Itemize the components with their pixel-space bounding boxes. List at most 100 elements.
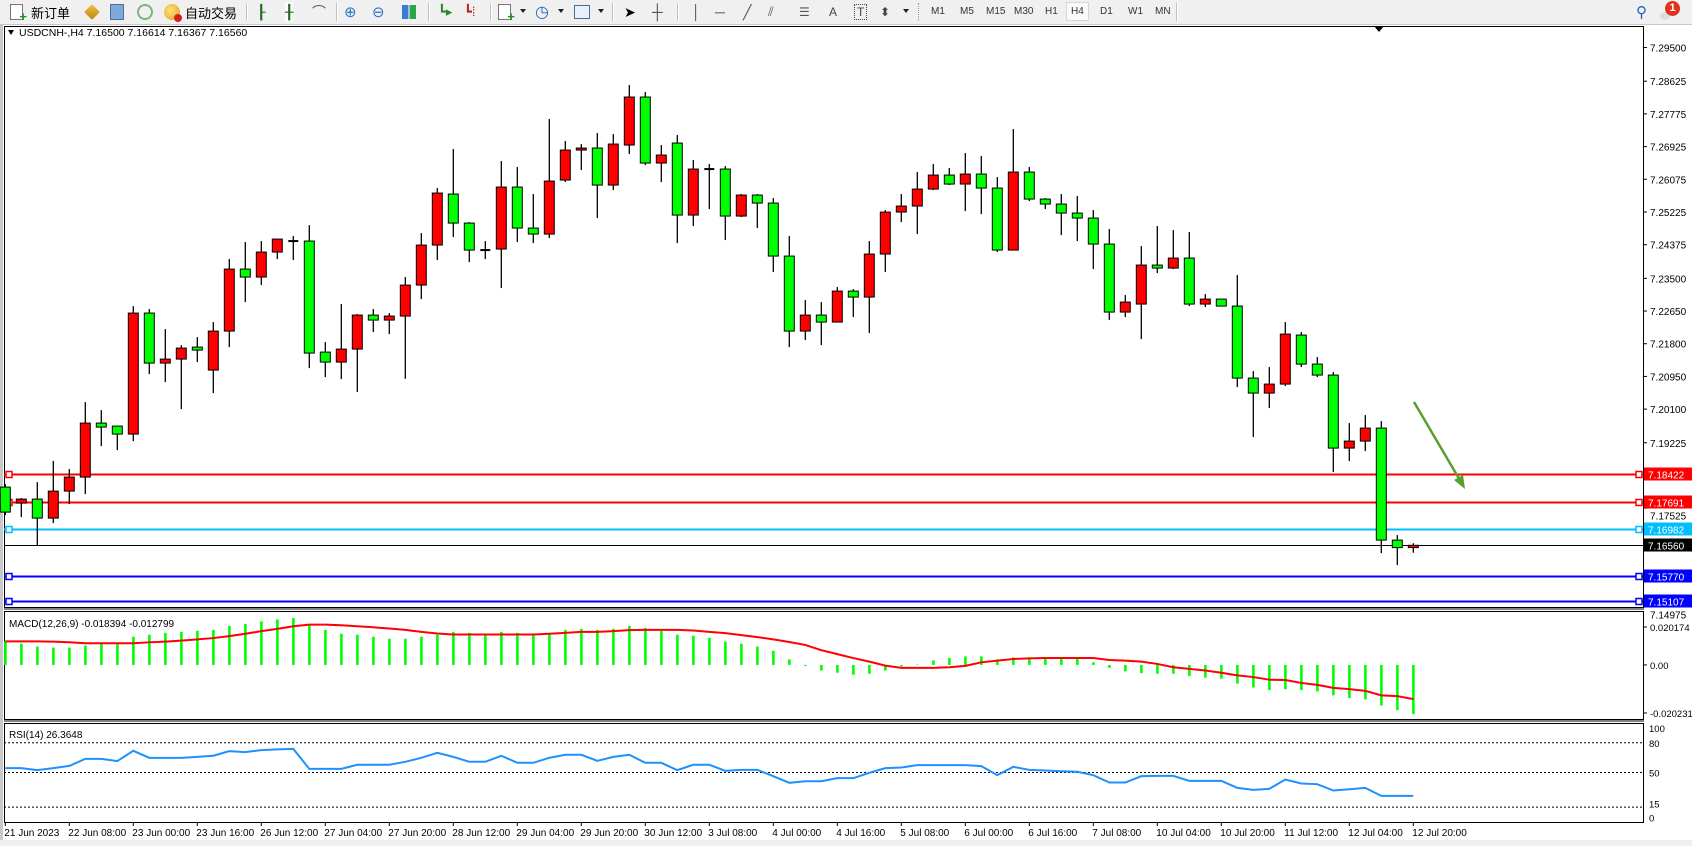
chart-shift-icon: ┗⁞ <box>464 4 476 19</box>
macd-histogram-bar <box>292 618 295 665</box>
macd-histogram-bar <box>964 656 967 665</box>
equidistant-channel-button[interactable]: ⫽ <box>768 2 774 22</box>
fibonacci-icon: ☰ <box>799 5 810 19</box>
macd-histogram-bar <box>1156 664 1159 674</box>
chart-window[interactable]: 7.29500 7.28625 7.27775 7.26925 7.26075 7.252… <box>0 25 1692 846</box>
candle-body <box>1375 427 1387 541</box>
macd-histogram-bar <box>612 628 615 665</box>
timeframe-m1[interactable]: M1 <box>931 6 945 17</box>
level-handle[interactable] <box>1635 525 1643 534</box>
level-handle[interactable] <box>5 597 13 606</box>
price-level-tag-label: 7.16982 <box>1648 526 1685 537</box>
trendline-button[interactable]: ╱ <box>743 2 751 22</box>
timeframe-w1[interactable]: W1 <box>1128 6 1143 17</box>
level-handle[interactable] <box>1635 498 1643 507</box>
candle-body <box>735 194 747 217</box>
date-tick-label: 22 Jun 08:00 <box>68 828 126 839</box>
tile-windows-button[interactable] <box>402 2 416 22</box>
candle <box>1007 129 1019 251</box>
text-button[interactable]: A <box>829 2 837 22</box>
data-window-button[interactable] <box>110 2 124 22</box>
level-handle[interactable] <box>5 470 13 479</box>
chart-shift-button[interactable]: ┗⁞ <box>464 2 475 22</box>
macd-histogram-bar <box>756 646 759 665</box>
date-tick-label: 6 Jul 00:00 <box>964 828 1013 839</box>
candle-body <box>1327 374 1339 449</box>
candle <box>447 149 459 238</box>
rsi-tick-label: 0 <box>1649 814 1654 825</box>
chart-menu-triangle-icon[interactable] <box>8 30 14 35</box>
date-tick-label: 10 Jul 04:00 <box>1156 828 1211 839</box>
vertical-line-button[interactable]: │ <box>692 2 701 22</box>
zoom-in-button[interactable]: ⊕ <box>344 2 357 22</box>
crosshair-button[interactable]: ┼ <box>652 2 663 22</box>
timeframe-m30[interactable]: M30 <box>1014 6 1034 17</box>
date-tick-label: 12 Jul 04:00 <box>1348 828 1403 839</box>
macd-histogram-bar <box>868 664 871 674</box>
auto-scroll-button[interactable]: ┗▸ <box>438 2 452 22</box>
candle-body <box>447 193 459 224</box>
level-handle[interactable] <box>1635 470 1643 479</box>
candle <box>735 194 747 218</box>
zoom-out-button[interactable]: ⊖ <box>372 2 385 22</box>
notification-button[interactable]: 1 <box>1660 1 1680 22</box>
price-level-tag <box>1644 594 1692 608</box>
candle-body <box>639 96 651 164</box>
market-watch-button[interactable] <box>84 2 100 22</box>
indicators-button[interactable]: + <box>498 2 515 23</box>
macd-histogram-bar <box>996 659 999 665</box>
candle-body <box>31 498 43 519</box>
level-handle[interactable] <box>5 525 13 534</box>
arrows-button[interactable]: ⬍ <box>880 2 890 22</box>
candle-body <box>719 168 731 217</box>
level-handle[interactable] <box>1635 572 1643 581</box>
timeframe-mn[interactable]: MN <box>1155 6 1171 17</box>
timeframe-h1[interactable]: H1 <box>1045 6 1058 17</box>
candle <box>15 498 27 518</box>
periods-button[interactable]: ◷ <box>535 2 549 22</box>
macd-histogram-bar <box>132 636 135 665</box>
candlestick-button[interactable]: ╂ <box>285 2 294 22</box>
horizontal-line-button[interactable]: ─ <box>715 2 725 22</box>
zoom-in-icon: ⊕ <box>344 4 357 21</box>
line-chart-button[interactable]: ⌒ <box>312 2 326 22</box>
candle <box>975 156 987 215</box>
macd-histogram-bar <box>1316 664 1319 692</box>
candle-body <box>239 268 251 278</box>
macd-histogram-bar <box>708 637 711 665</box>
notification-badge: 1 <box>1665 1 1680 16</box>
macd-histogram-bar <box>852 664 855 675</box>
chart-shift-marker-icon[interactable] <box>1374 26 1384 32</box>
candle <box>351 314 363 393</box>
search-button[interactable]: ⚲ <box>1636 2 1647 22</box>
bar-chart-button[interactable]: ┠ <box>257 2 265 22</box>
timeframe-m5[interactable]: M5 <box>960 6 974 17</box>
timeframe-d1[interactable]: D1 <box>1100 6 1113 17</box>
trend-arrow-line[interactable] <box>1412 401 1463 483</box>
candle <box>0 484 11 516</box>
price-tick-label: 7.19225 <box>1650 439 1687 450</box>
new-order-button[interactable]: + 新订单 <box>10 2 70 23</box>
horizontal-line-icon: ─ <box>715 4 725 20</box>
price-level-tag <box>1644 538 1692 552</box>
auto-trading-button[interactable]: 自动交易 <box>164 2 237 22</box>
auto-trading-icon <box>164 4 182 22</box>
candle-body <box>367 314 379 321</box>
navigator-button[interactable] <box>137 2 153 22</box>
candle-body <box>383 315 395 321</box>
cursor-button[interactable]: ➤ <box>624 2 636 22</box>
macd-histogram-bar <box>820 664 823 671</box>
candle <box>1407 543 1419 553</box>
timeframe-h4[interactable]: H4 <box>1066 2 1089 21</box>
candle-body <box>1087 217 1099 245</box>
macd-histogram-bar <box>324 629 327 665</box>
templates-button[interactable] <box>574 2 590 22</box>
price-level-tag-label: 7.16560 <box>1648 542 1685 553</box>
timeframe-m15[interactable]: M15 <box>986 6 1006 17</box>
level-handle[interactable] <box>1635 597 1643 606</box>
text-label-button[interactable]: T <box>854 2 868 22</box>
fibonacci-button[interactable]: ☰ <box>799 2 810 22</box>
candle <box>1087 210 1099 270</box>
level-handle[interactable] <box>5 572 13 581</box>
date-tick-label: 6 Jul 16:00 <box>1028 828 1077 839</box>
